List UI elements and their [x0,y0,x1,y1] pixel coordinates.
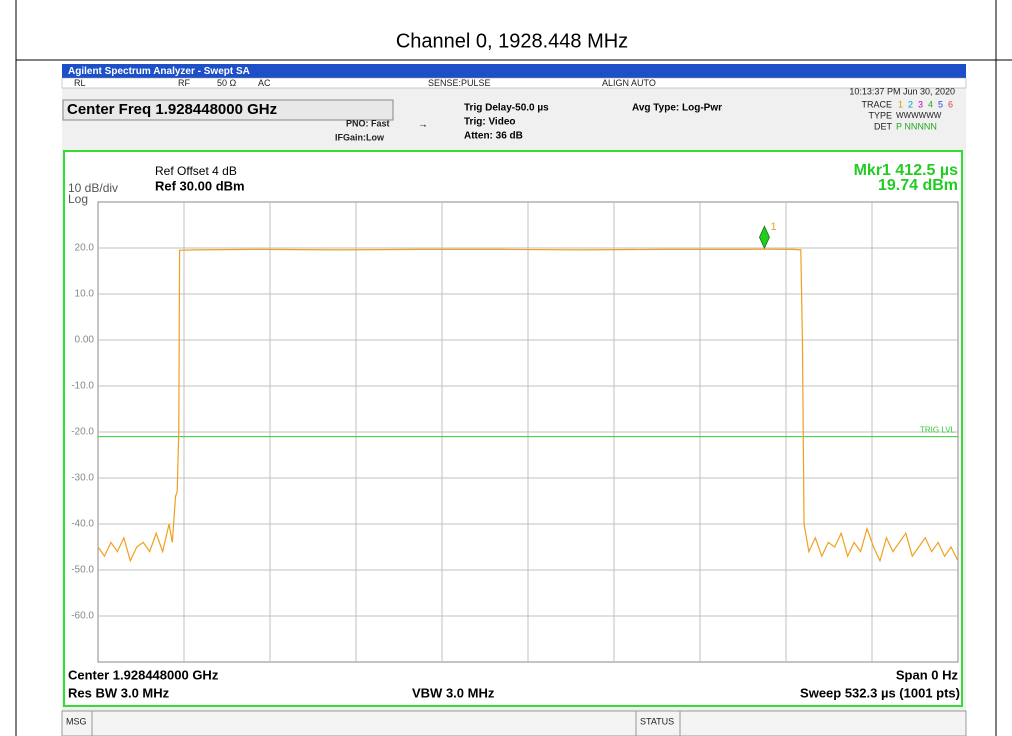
y-tick-label: 10.0 [75,289,95,300]
vbw: VBW 3.0 MHz [412,685,495,700]
title-bar [62,64,966,78]
ref: Ref 30.00 dBm [155,178,245,193]
marker-readout: Mkr1 412.5 µs [854,162,959,179]
status: 10:13:37 PM Jun 30, 2020 [849,86,955,96]
scale: 10 dB/div [68,181,118,195]
trig-delay: Trig Delay-50.0 µs [464,103,549,114]
trace-label: TRACE [861,99,892,109]
trace-number: 3 [918,99,923,109]
trace-number: 5 [938,99,943,109]
window-title: Agilent Spectrum Analyzer - Swept SA [68,66,250,77]
status: SENSE:PULSE [428,78,491,88]
y-tick-label: -60.0 [71,611,94,622]
status: RL [74,78,86,88]
y-tick-label: -50.0 [71,565,94,576]
msg: MSG [66,716,87,726]
status: RF [178,78,190,88]
center: Center 1.928448000 GHz [68,667,219,682]
ref-offset: Ref Offset 4 dB [155,164,237,178]
trace [97,248,959,563]
trig: Trig: Video [464,117,516,128]
type-label: TYPE [868,110,892,120]
span: Span 0 Hz [896,667,959,682]
marker [759,225,770,250]
y-tick-label: 20.0 [75,243,95,254]
display [63,150,963,707]
sweep: Sweep 532.3 µs (1001 pts) [800,685,960,700]
trace-number: 6 [948,99,953,109]
trace-number: 2 [908,99,913,109]
trigger-label: TRIG LVL [920,426,956,435]
status: 50 Ω [217,78,237,88]
y-tick-label: 0.00 [75,335,95,346]
avg-type: Avg Type: Log-Pwr [632,103,722,114]
center-freq: Center Freq 1.928448000 GHz [67,101,277,118]
y-tick-label: -40.0 [71,519,94,530]
pno: PNO: Fast [346,118,390,128]
scale-type: Log [68,192,88,206]
message-bar [61,710,967,736]
y-tick-label: -10.0 [71,381,94,392]
y-tick-label: -20.0 [71,427,94,438]
marker-readout: 19.74 dBm [878,177,958,194]
status-row [61,77,967,89]
arrow: → [418,120,428,131]
status: ALIGN AUTO [602,78,656,88]
type-value: WWWWWW [896,111,942,120]
rbw: Res BW 3.0 MHz [68,685,170,700]
marker-label: 1 [770,221,776,233]
y-tick-label: -30.0 [71,473,94,484]
trace-number: 4 [928,99,933,109]
atten: Atten: 36 dB [464,131,523,142]
det-label: DET [874,121,893,131]
page-title: Channel 0, 1928.448 MHz [396,30,628,52]
status: AC [258,78,271,88]
trace-number: 1 [898,99,903,109]
det-value: P NNNNN [896,121,937,131]
ifgain: IFGain:Low [335,132,385,142]
center-box [62,99,394,121]
status-label: STATUS [640,716,674,726]
